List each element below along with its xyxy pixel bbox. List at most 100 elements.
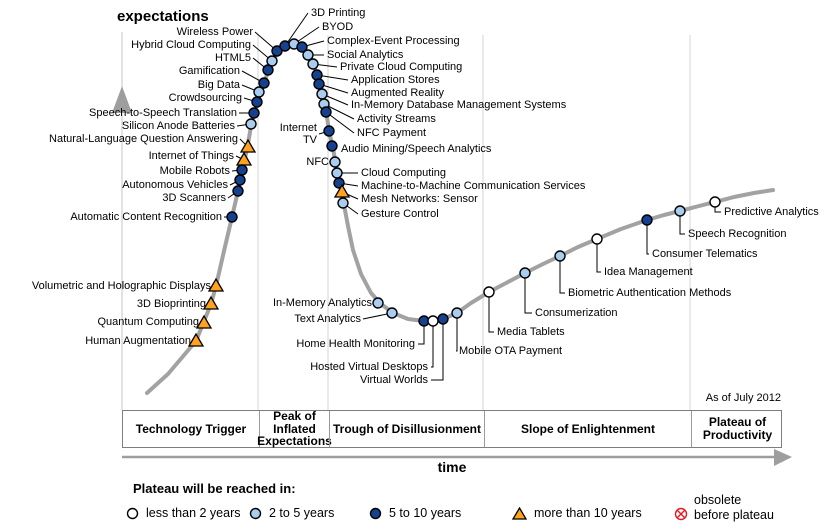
hybrid-cloud-computing-label: Hybrid Cloud Computing — [131, 38, 251, 51]
circle-dark-blue-icon — [369, 507, 382, 519]
3d-bioprinting-marker — [202, 295, 220, 310]
social-analytics-marker — [302, 49, 314, 61]
phase-peak-of-inflated-expectations: Peak of Inflated Expectations — [257, 409, 332, 449]
in-memory-database-management-systems-marker — [316, 88, 328, 100]
byod-label: BYOD — [322, 20, 354, 33]
social-analytics-label: Social Analytics — [327, 48, 404, 61]
gesture-control-marker — [337, 197, 349, 209]
wireless-power-label: Wireless Power — [176, 25, 253, 38]
hosted-virtual-desktops-marker — [427, 315, 439, 327]
human-augmentation-marker — [187, 332, 205, 347]
internet-tv-label: Internet TV — [279, 121, 317, 146]
mobile-robots-label: Mobile Robots — [159, 164, 230, 177]
speech-to-speech-translation-marker — [248, 107, 260, 119]
legend-item-2-to-5-years: 2 to 5 years — [249, 506, 334, 520]
circle-white-icon — [126, 507, 139, 519]
silicon-anode-batteries-marker — [245, 118, 257, 130]
biometric-authentication-methods-label: Biometric Authentication Methods — [568, 286, 732, 299]
mobile-ota-payment-label: Mobile OTA Payment — [459, 344, 563, 357]
markers-layer — [187, 38, 721, 347]
gesture-control-label: Gesture Control — [361, 207, 439, 220]
private-cloud-computing-marker — [307, 58, 319, 70]
machine-to-machine-communication-services-label: Machine-to-Machine Communication Service… — [361, 179, 586, 192]
hosted-virtual-desktops-label: Hosted Virtual Desktops — [310, 360, 428, 373]
consumerization-marker — [519, 267, 531, 279]
consumerization-label: Consumerization — [535, 306, 618, 319]
3d-scanners-label: 3D Scanners — [162, 191, 226, 204]
speech-to-speech-translation-label: Speech-to-Speech Translation — [89, 106, 237, 119]
gamification-marker — [258, 77, 270, 89]
y-axis-title: expectations — [117, 8, 209, 25]
mesh-networks-sensor-marker — [333, 183, 351, 198]
internet-of-things-label: Internet of Things — [148, 149, 234, 162]
crowdsourcing-marker — [251, 96, 263, 108]
mobile-ota-payment-marker — [451, 307, 463, 319]
as-of-date: As of July 2012 — [705, 392, 781, 404]
in-memory-database-management-systems-label: In-Memory Database Management Systems — [351, 98, 567, 111]
legend-obsolete-line2: before plateau — [694, 508, 774, 522]
volumetric-and-holographic-displays-label: Volumetric and Holographic Displays — [31, 279, 211, 292]
consumer-telematics-marker — [641, 214, 653, 226]
gamification-label: Gamification — [178, 64, 240, 77]
virtual-worlds-connector — [431, 319, 444, 381]
natural-language-question-answering-label: Natural-Language Question Answering — [49, 132, 238, 145]
3d-printing-label: 3D Printing — [311, 6, 366, 19]
phase-trough-of-disillusionment: Trough of Disillusionment — [329, 411, 484, 447]
consumer-telematics-label: Consumer Telematics — [652, 247, 758, 260]
phase-slope-of-enlightenment: Slope of Enlightenment — [484, 411, 691, 447]
legend-label: more than 10 years — [534, 506, 642, 520]
text-analytics-marker — [386, 307, 398, 319]
phase-technology-trigger: Technology Trigger — [135, 421, 247, 436]
phase-plateau-of-productivity: Plateau of Productivity — [691, 411, 783, 447]
audio-mining-speech-analytics-marker — [326, 140, 338, 152]
autonomous-vehicles-marker — [234, 174, 246, 186]
cloud-computing-marker — [331, 167, 343, 179]
virtual-worlds-label: Virtual Worlds — [359, 373, 428, 386]
legend-label: 5 to 10 years — [389, 506, 462, 520]
virtual-worlds-marker — [437, 313, 449, 325]
big-data-marker — [253, 86, 265, 98]
augmented-reality-marker — [313, 78, 325, 90]
speech-recognition-marker — [674, 205, 686, 217]
internet-tv-marker — [323, 125, 335, 137]
legend-item-more-than-10-years: more than 10 years — [512, 506, 642, 520]
nfc-payment-connector — [325, 111, 355, 134]
application-stores-label: Application Stores — [351, 73, 440, 86]
x-axis-arrow-icon — [774, 449, 792, 466]
y-axis-arrow-icon — [112, 86, 132, 113]
wireless-power-marker — [271, 45, 283, 57]
legend-label: less than 2 years — [146, 506, 241, 520]
in-memory-analytics-marker — [372, 297, 384, 309]
obsolete-before-plateau-icon — [674, 507, 688, 521]
nfc-marker — [329, 156, 341, 168]
biometric-authentication-methods-connector — [559, 256, 565, 294]
home-health-monitoring-label: Home Health Monitoring — [296, 337, 415, 350]
html5-label: HTML5 — [214, 51, 251, 64]
legend-title: Plateau will be reached in: — [133, 481, 296, 496]
idea-management-connector — [596, 239, 601, 273]
biometric-authentication-methods-marker — [554, 250, 566, 262]
complex-event-processing-label: Complex-Event Processing — [327, 34, 460, 47]
3d-printing-marker — [279, 40, 291, 52]
silicon-anode-batteries-label: Silicon Anode Batteries — [121, 119, 235, 132]
internet-of-things-marker — [235, 151, 253, 166]
consumer-telematics-connector — [646, 220, 649, 255]
triangle-orange-icon — [512, 506, 527, 520]
3d-printing-connector — [284, 12, 309, 47]
media-tablets-label: Media Tablets — [497, 325, 565, 338]
hosted-virtual-desktops-connector — [431, 321, 434, 368]
mesh-networks-sensor-label: Mesh Networks: Sensor — [361, 192, 478, 205]
nfc-label: NFC — [306, 155, 329, 168]
idea-management-label: Idea Management — [604, 265, 693, 278]
3d-bioprinting-label: 3D Bioprinting — [136, 297, 206, 310]
autonomous-vehicles-label: Autonomous Vehicles — [122, 178, 228, 191]
x-axis-title: time — [437, 459, 467, 475]
phase-band: Technology Trigger Peak of Inflated Expe… — [122, 410, 782, 448]
quantum-computing-marker — [195, 314, 213, 329]
automatic-content-recognition-marker — [226, 211, 238, 223]
idea-management-marker — [591, 233, 603, 245]
legend-label: 2 to 5 years — [269, 506, 335, 520]
quantum-computing-label: Quantum Computing — [97, 315, 200, 328]
